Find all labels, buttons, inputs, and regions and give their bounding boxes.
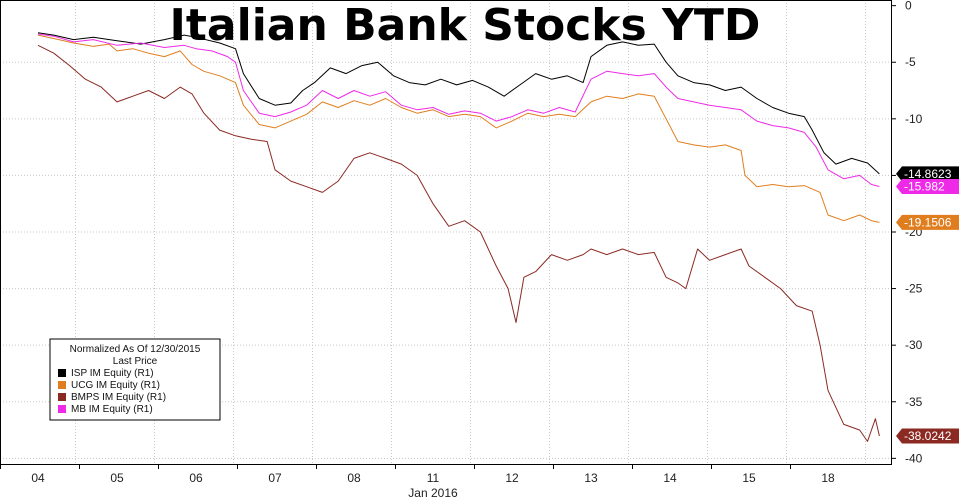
legend-swatch bbox=[58, 393, 66, 401]
x-tick-label: 04 bbox=[31, 471, 45, 485]
legend-header-line1: Normalized As Of 12/30/2015 bbox=[70, 344, 201, 355]
gridlines bbox=[0, 0, 891, 464]
last-value-badges: -14.8623 -19.1506 -38.0242 -15.982 bbox=[896, 166, 959, 444]
y-tick-label: -35 bbox=[905, 395, 923, 409]
x-tick-label: 08 bbox=[347, 471, 361, 485]
y-axis: 0-5-10-15-20-25-30-35-40 bbox=[891, 0, 923, 465]
series-lines bbox=[37, 32, 880, 442]
legend-items: ISP IM Equity (R1)UCG IM Equity (R1)BMPS… bbox=[58, 368, 166, 415]
x-tick-label: 06 bbox=[189, 471, 203, 485]
y-tick-label: -30 bbox=[905, 338, 923, 352]
legend-entry: UCG IM Equity (R1) bbox=[71, 380, 160, 391]
badge-value: -19.1506 bbox=[904, 215, 952, 229]
badge-shape bbox=[896, 166, 959, 182]
x-tick-label: 07 bbox=[268, 471, 282, 485]
y-tick-label: -40 bbox=[905, 451, 923, 465]
badge-shape bbox=[896, 214, 959, 230]
last-value-badge-1: -19.1506 bbox=[896, 214, 959, 230]
series-line-1 bbox=[37, 34, 880, 223]
legend-swatch bbox=[58, 381, 66, 389]
series-line-0 bbox=[37, 32, 880, 175]
badge-shape bbox=[896, 428, 959, 444]
chart-title: Italian Bank Stocks YTD bbox=[170, 0, 761, 51]
legend-swatch bbox=[58, 369, 66, 377]
legend-entry: MB IM Equity (R1) bbox=[71, 404, 153, 415]
y-tick-label: -25 bbox=[905, 282, 923, 296]
y-tick-label: -10 bbox=[905, 112, 923, 126]
series-line-2 bbox=[37, 44, 880, 442]
x-tick-label: 12 bbox=[505, 471, 519, 485]
legend-swatch bbox=[58, 405, 66, 413]
last-value-badge-2: -38.0242 bbox=[896, 428, 959, 444]
x-tick-label: 18 bbox=[821, 471, 835, 485]
x-tick-label: 14 bbox=[663, 471, 677, 485]
series-line-3 bbox=[37, 33, 880, 187]
y-tick-label: 0 bbox=[905, 0, 912, 13]
badge-value: -14.8623 bbox=[904, 167, 952, 181]
x-axis-label: Jan 2016 bbox=[408, 486, 458, 500]
legend-box bbox=[49, 338, 221, 421]
y-tick-label: -5 bbox=[905, 55, 916, 69]
badge-shape bbox=[896, 179, 959, 195]
badge-value: -15.982 bbox=[904, 180, 945, 194]
last-value-badge-0: -14.8623 bbox=[896, 166, 959, 182]
legend-entry: ISP IM Equity (R1) bbox=[71, 368, 154, 379]
last-value-badge-3: -15.982 bbox=[896, 179, 959, 195]
legend: Normalized As Of 12/30/2015 Last Price I… bbox=[49, 338, 221, 421]
x-tick-label: 05 bbox=[110, 471, 124, 485]
x-tick-label: 11 bbox=[427, 471, 440, 485]
x-tick-label: 13 bbox=[584, 471, 598, 485]
legend-header-line2: Last Price bbox=[113, 356, 158, 367]
x-tick-label: 15 bbox=[742, 471, 756, 485]
legend-entry: BMPS IM Equity (R1) bbox=[71, 392, 166, 403]
x-axis: 04 05 06 07 08 11 12 13 14 15 18 bbox=[0, 464, 835, 485]
badge-value: -38.0242 bbox=[904, 429, 952, 443]
